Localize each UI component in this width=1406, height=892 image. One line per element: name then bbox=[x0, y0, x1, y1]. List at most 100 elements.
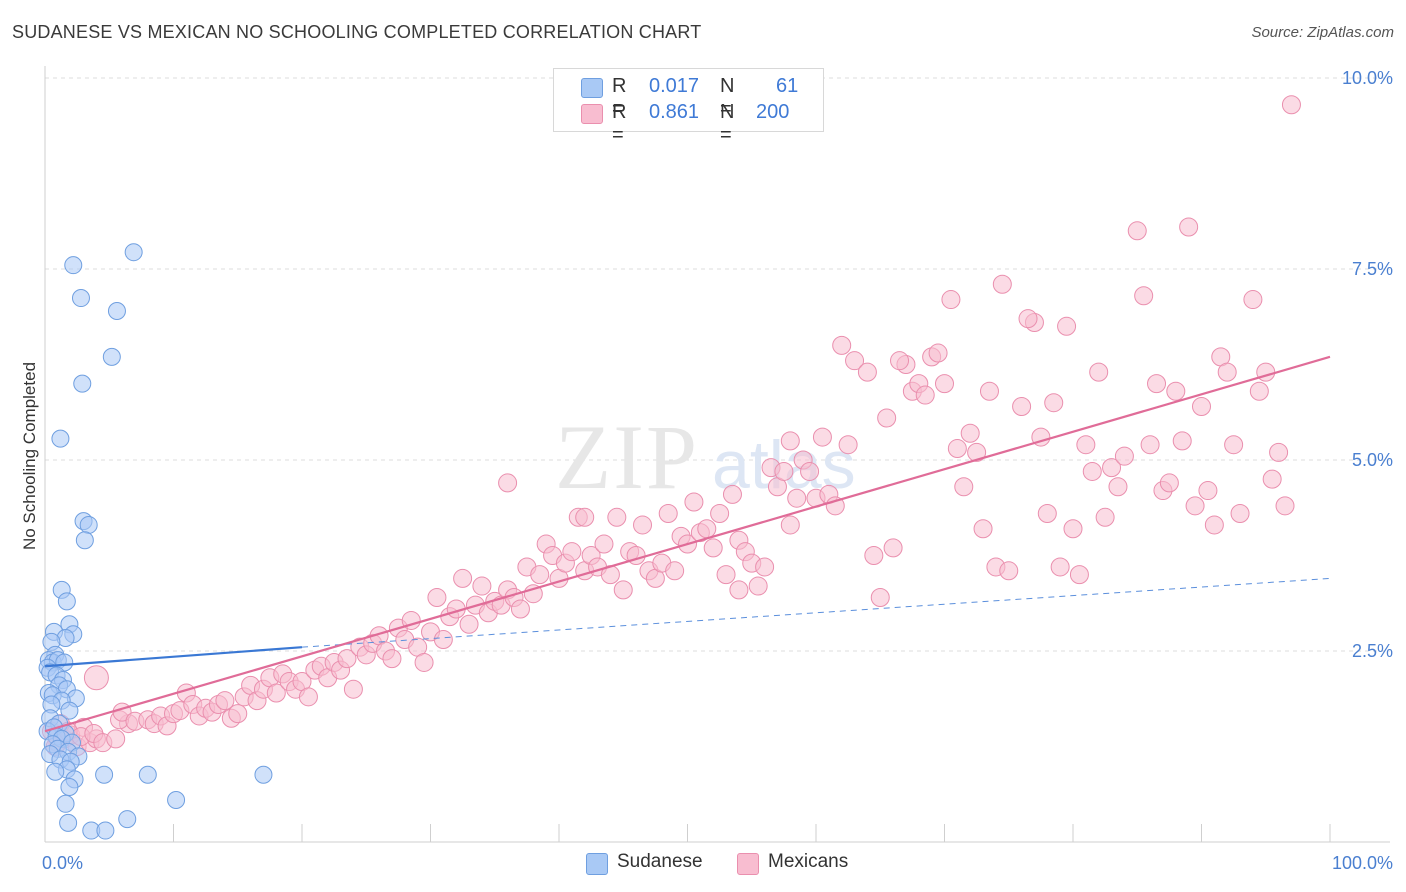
mexicans-point bbox=[1172, 431, 1192, 451]
mexicans-point bbox=[1262, 469, 1282, 489]
watermark: ZIP bbox=[555, 406, 699, 508]
mexicans-point bbox=[83, 665, 109, 691]
mexicans-point bbox=[883, 538, 903, 558]
mexicans-point bbox=[1108, 477, 1128, 497]
mexicans-point bbox=[954, 477, 974, 497]
x-tick-label: 100.0% bbox=[1332, 853, 1393, 873]
mexicans-point bbox=[106, 729, 126, 749]
x-tick-labels: 0.0% 100.0% bbox=[42, 853, 1393, 873]
mexicans-point bbox=[1243, 290, 1263, 310]
mexicans-point bbox=[684, 492, 704, 512]
mexicans-points bbox=[41, 95, 1301, 756]
mexicans-point bbox=[928, 343, 948, 363]
r-value: 0.017 bbox=[649, 75, 700, 97]
mexicans-point bbox=[1114, 446, 1134, 466]
mexicans-point bbox=[343, 679, 363, 699]
mexicans-point bbox=[228, 704, 248, 724]
mexicans-point bbox=[1275, 496, 1295, 516]
mexicans-point bbox=[697, 519, 717, 539]
mexicans-point bbox=[877, 408, 897, 428]
mexicans-point bbox=[1012, 397, 1032, 417]
r-label: R = bbox=[612, 75, 627, 120]
mexicans-point bbox=[433, 630, 453, 650]
mexicans-point bbox=[870, 588, 890, 608]
mexicans-point bbox=[1050, 557, 1070, 577]
mexicans-point bbox=[337, 649, 357, 669]
mexicans-point bbox=[890, 351, 910, 371]
sudanese-point bbox=[64, 256, 83, 275]
mexicans-point bbox=[780, 431, 800, 451]
mexicans-point bbox=[1089, 362, 1109, 382]
mexicans-point bbox=[979, 381, 999, 401]
sudanese-point bbox=[60, 777, 79, 796]
mexicans-point bbox=[947, 439, 967, 459]
trend-lines bbox=[44, 355, 1331, 733]
mexicans-point bbox=[1076, 435, 1096, 455]
legend-label-sudanese: Sudanese bbox=[617, 851, 703, 872]
mexicans-point bbox=[1140, 435, 1160, 455]
mexicans-point bbox=[1204, 515, 1224, 535]
mexicans-point bbox=[1159, 473, 1179, 493]
legend-swatch-mexicans bbox=[737, 853, 759, 875]
r-label: R = bbox=[612, 101, 627, 146]
mexicans-point bbox=[748, 576, 768, 596]
sudanese-point bbox=[124, 243, 143, 262]
mexicans-point bbox=[800, 461, 820, 481]
mexicans-point bbox=[845, 351, 865, 371]
mexicans-point bbox=[722, 484, 742, 504]
mexicans-point bbox=[453, 568, 473, 588]
mexicans-point bbox=[999, 561, 1019, 581]
sudanese-point bbox=[60, 701, 79, 720]
mexicans-point bbox=[633, 515, 653, 535]
sudanese-point bbox=[59, 813, 78, 832]
mexicans-point bbox=[1249, 381, 1269, 401]
n-value: 200 bbox=[756, 101, 790, 123]
mexicans-point bbox=[1147, 374, 1167, 394]
sudanese-point bbox=[118, 810, 137, 829]
y-tick-label: 2.5% bbox=[1352, 641, 1393, 661]
sudanese-trend-extension bbox=[301, 577, 1331, 648]
sudanese-point bbox=[51, 429, 70, 448]
sudanese-point bbox=[254, 765, 273, 784]
n-value: 61 bbox=[776, 75, 799, 97]
mexicans-point bbox=[935, 374, 954, 394]
mexicans-point bbox=[562, 542, 582, 562]
mexicans-point bbox=[1037, 503, 1057, 523]
mexicans-point bbox=[832, 335, 852, 355]
mexicans-point bbox=[1185, 496, 1205, 516]
mexicans-point bbox=[973, 519, 993, 539]
mexicans-point bbox=[665, 561, 685, 581]
mexicans-point bbox=[716, 565, 736, 585]
sudanese-point bbox=[95, 765, 114, 784]
mexicans-point bbox=[1063, 519, 1083, 539]
mexicans-point bbox=[594, 534, 614, 554]
mexicans-point bbox=[864, 546, 884, 565]
mexicans-point bbox=[774, 461, 794, 481]
mexicans-point bbox=[1192, 397, 1211, 417]
mexicans-point bbox=[1224, 435, 1244, 455]
sudanese-point bbox=[75, 531, 94, 550]
mexicans-point bbox=[510, 599, 530, 619]
mexicans-point bbox=[1044, 393, 1064, 413]
mexicans-point bbox=[780, 515, 800, 535]
mexicans-point bbox=[472, 576, 492, 596]
mexicans-point bbox=[1269, 442, 1289, 462]
mexicans-point bbox=[838, 435, 858, 455]
mexicans-point bbox=[459, 614, 479, 634]
mexicans-point bbox=[941, 290, 961, 310]
mexicans-trend-line bbox=[44, 355, 1331, 733]
sudanese-points bbox=[38, 243, 273, 840]
mexicans-point bbox=[427, 588, 447, 608]
mexicans-point bbox=[992, 274, 1012, 294]
y-axis-label: No Schooling Completed bbox=[20, 362, 39, 550]
r-value: 0.861 bbox=[649, 101, 700, 123]
mexicans-point bbox=[960, 423, 980, 443]
mexicans-point bbox=[755, 557, 775, 577]
mexicans-point bbox=[812, 427, 832, 447]
y-tick-labels: 2.5% 5.0% 7.5% 10.0% bbox=[1342, 68, 1393, 661]
mexicans-point bbox=[1102, 458, 1122, 478]
mexicans-point bbox=[530, 565, 550, 585]
sudanese-point bbox=[107, 302, 126, 321]
mexicans-point bbox=[613, 580, 633, 600]
